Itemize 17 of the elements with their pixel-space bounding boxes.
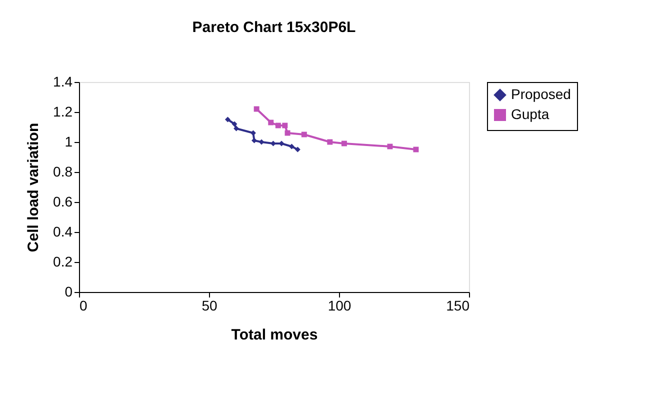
chart-title: Pareto Chart 15x30P6L	[192, 19, 356, 36]
x-tick-label: 0	[80, 298, 88, 314]
x-tick-label: 150	[446, 298, 470, 314]
y-tick-label: 1.4	[53, 74, 73, 90]
y-tick-label: 0.2	[53, 254, 73, 270]
y-tick-label: 0.8	[53, 164, 73, 180]
x-axis-title: Total moves	[231, 326, 318, 344]
legend-label: Gupta	[511, 106, 550, 122]
y-axis-title: Cell load variation	[25, 122, 42, 252]
y-tick-label: 0	[64, 284, 73, 300]
x-tick-label: 50	[202, 298, 218, 314]
y-tick-label: 1.2	[53, 104, 73, 120]
x-tick-label: 100	[328, 298, 352, 314]
y-tick-label: 0.6	[53, 194, 73, 210]
y-tick-label: 1	[64, 134, 73, 150]
legend-label: Proposed	[511, 86, 571, 102]
y-tick-label: 0.4	[53, 224, 73, 240]
